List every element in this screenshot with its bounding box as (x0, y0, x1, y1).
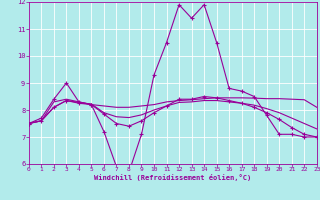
X-axis label: Windchill (Refroidissement éolien,°C): Windchill (Refroidissement éolien,°C) (94, 174, 252, 181)
